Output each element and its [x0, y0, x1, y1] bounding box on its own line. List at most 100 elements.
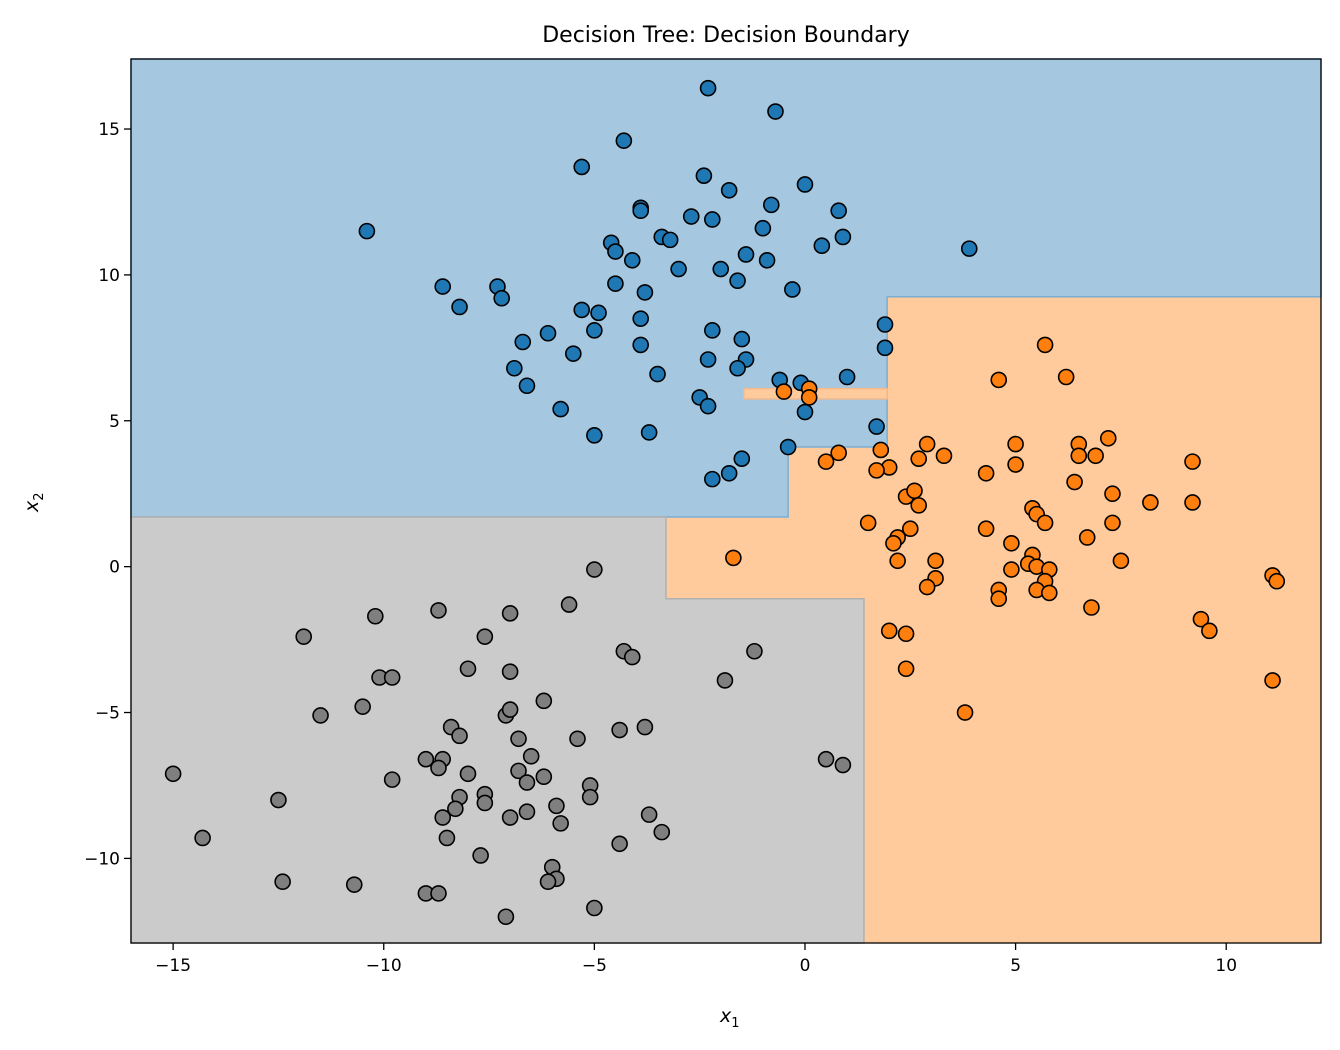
point-class-0	[573, 301, 591, 319]
point-class-0	[729, 272, 746, 290]
point-class-2	[430, 602, 447, 619]
point-class-2	[476, 628, 494, 645]
point-class-2	[194, 829, 211, 847]
point-class-0	[358, 222, 376, 240]
point-class-1	[1268, 572, 1286, 590]
point-class-1	[775, 383, 793, 400]
y-tick-label: 0	[109, 558, 120, 578]
point-class-1	[906, 482, 923, 500]
point-class-2	[510, 762, 527, 780]
point-class-2	[459, 765, 477, 783]
point-class-0	[539, 324, 557, 342]
point-class-2	[510, 730, 527, 748]
point-class-0	[632, 310, 649, 327]
point-class-0	[632, 336, 649, 354]
point-class-1	[889, 552, 906, 570]
point-class-1	[918, 578, 936, 596]
point-class-1	[725, 549, 742, 567]
point-class-2	[501, 605, 519, 622]
point-class-1	[927, 552, 944, 570]
point-class-1	[800, 389, 818, 406]
point-class-0	[834, 228, 852, 246]
point-class-1	[1036, 336, 1054, 354]
point-class-2	[569, 730, 586, 748]
point-class-1	[897, 625, 915, 643]
point-class-0	[451, 298, 468, 316]
point-class-0	[699, 351, 717, 368]
point-class-0	[876, 316, 894, 333]
point-class-2	[653, 823, 671, 841]
point-class-1	[990, 371, 1008, 389]
point-class-0	[607, 275, 624, 292]
point-class-2	[367, 607, 384, 625]
point-class-1	[1057, 368, 1075, 386]
point-class-0	[868, 418, 885, 435]
point-class-1	[935, 447, 953, 465]
point-class-2	[476, 794, 494, 812]
point-class-1	[1003, 561, 1020, 578]
y-tick-label: 5	[109, 412, 120, 432]
point-class-0	[754, 219, 772, 237]
point-class-1	[868, 462, 885, 479]
x-tick-label: 0	[800, 956, 811, 976]
point-class-0	[615, 132, 633, 149]
point-class-0	[518, 377, 536, 395]
point-class-2	[451, 727, 468, 745]
point-class-1	[817, 453, 835, 470]
point-class-0	[758, 252, 776, 269]
point-class-0	[670, 260, 687, 278]
point-class-0	[552, 400, 569, 418]
point-class-0	[784, 281, 801, 298]
x-tick-label: −15	[155, 956, 191, 976]
point-class-1	[1104, 485, 1121, 503]
point-class-2	[636, 718, 654, 736]
point-class-1	[880, 622, 898, 640]
point-class-0	[796, 176, 814, 193]
point-class-1	[1066, 473, 1083, 491]
point-class-0	[636, 284, 654, 301]
x-tick-label: 10	[1215, 956, 1237, 976]
x-axis-label-main: x	[719, 1005, 732, 1027]
point-class-2	[383, 771, 401, 788]
point-class-0	[514, 333, 532, 351]
point-class-0	[623, 252, 641, 269]
point-class-2	[522, 747, 540, 765]
y-tick-label: −10	[84, 849, 120, 869]
point-class-1	[897, 660, 915, 678]
point-class-2	[535, 692, 553, 710]
point-class-0	[607, 243, 624, 260]
point-class-2	[383, 669, 401, 686]
point-class-2	[430, 885, 447, 902]
point-class-0	[796, 403, 814, 421]
point-class-1	[1070, 447, 1088, 465]
point-class-2	[552, 815, 569, 832]
point-class-1	[1201, 622, 1218, 640]
point-class-0	[640, 424, 658, 441]
point-class-0	[830, 202, 847, 220]
point-class-2	[548, 797, 565, 815]
point-class-0	[733, 450, 751, 467]
point-class-1	[977, 520, 995, 538]
point-class-0	[720, 181, 738, 199]
point-class-2	[640, 806, 658, 823]
point-class-1	[1078, 529, 1096, 546]
point-class-2	[560, 596, 578, 613]
point-class-2	[518, 803, 536, 821]
point-class-2	[746, 642, 763, 660]
y-tick-label: 15	[98, 120, 120, 140]
point-class-1	[910, 497, 928, 514]
chart-title: Decision Tree: Decision Boundary	[542, 23, 910, 48]
point-class-2	[295, 628, 313, 645]
point-class-0	[565, 345, 582, 362]
y-tick-label: −5	[95, 704, 120, 724]
x-tick-label: −10	[366, 956, 402, 976]
point-class-0	[493, 289, 510, 307]
point-class-0	[720, 464, 738, 482]
point-class-1	[1112, 552, 1130, 570]
point-class-2	[497, 908, 515, 926]
point-class-2	[501, 809, 519, 826]
point-class-2	[447, 800, 464, 818]
point-class-2	[834, 756, 852, 774]
point-class-0	[573, 158, 591, 176]
